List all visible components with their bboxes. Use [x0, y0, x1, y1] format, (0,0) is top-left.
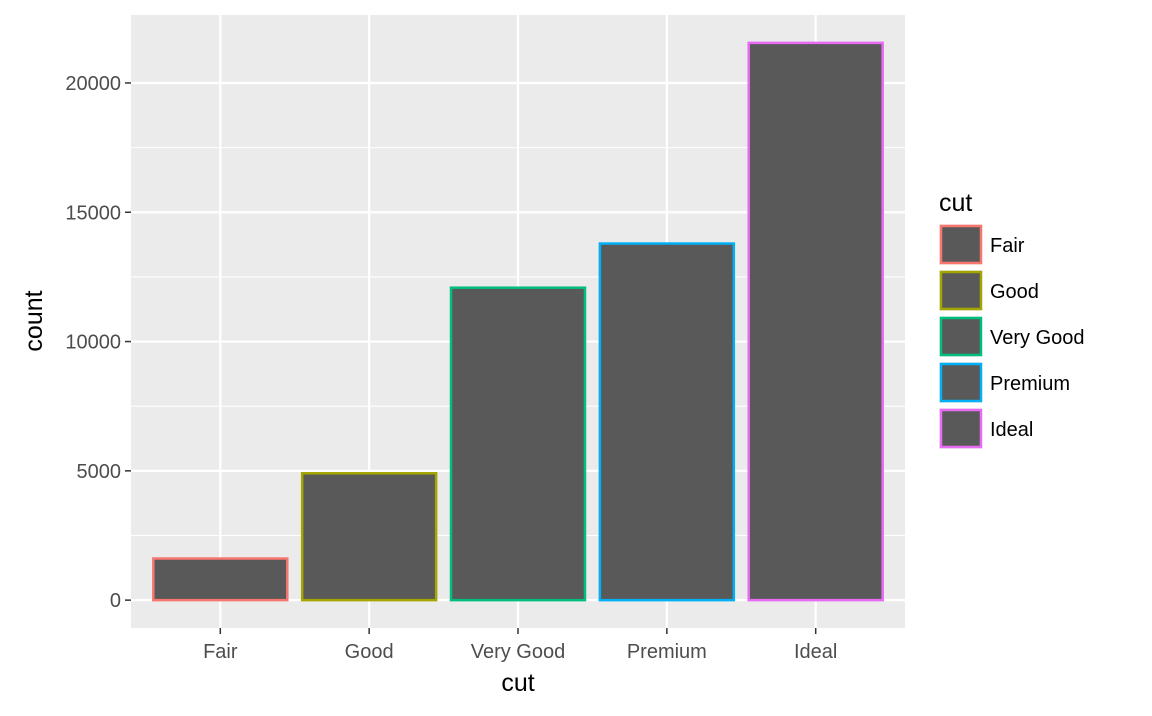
bar-premium	[598, 242, 736, 602]
x-tick-label: Ideal	[794, 641, 837, 663]
y-axis-title: count	[20, 290, 48, 351]
x-tick-label: Fair	[203, 641, 238, 663]
y-tick-label: 0	[110, 590, 121, 612]
bar-fair	[152, 557, 289, 602]
x-axis-title: cut	[501, 669, 534, 697]
bar-very-good	[449, 286, 587, 602]
legend-entry-label: Good	[990, 281, 1039, 303]
x-tick-label: Premium	[627, 641, 707, 663]
legend: cut Fair Good Very Good Premium Ideal	[939, 189, 1085, 449]
legend-key-swatch	[939, 270, 983, 311]
x-axis: Fair Good Very Good Premium Ideal	[203, 628, 837, 663]
y-axis: 0 5000 10000 15000 20000	[65, 73, 131, 612]
legend-entry-label: Fair	[990, 235, 1025, 257]
x-tick-label: Good	[345, 641, 394, 663]
legend-entry-label: Very Good	[990, 327, 1085, 349]
y-tick-label: 15000	[65, 202, 121, 224]
bar-good	[300, 472, 438, 602]
y-tick-label: 20000	[65, 73, 121, 95]
legend-title: cut	[939, 189, 972, 217]
legend-key-swatch	[939, 316, 983, 357]
y-tick-label: 5000	[77, 461, 122, 483]
x-tick-label: Very Good	[471, 641, 566, 663]
y-tick-label: 10000	[65, 332, 121, 354]
legend-key-swatch	[939, 362, 983, 403]
legend-key-swatch	[939, 224, 983, 265]
bars	[152, 41, 884, 602]
legend-entry-label: Ideal	[990, 419, 1033, 441]
legend-entry-label: Premium	[990, 373, 1070, 395]
bar-ideal	[747, 41, 884, 602]
legend-key-swatch	[939, 408, 983, 449]
